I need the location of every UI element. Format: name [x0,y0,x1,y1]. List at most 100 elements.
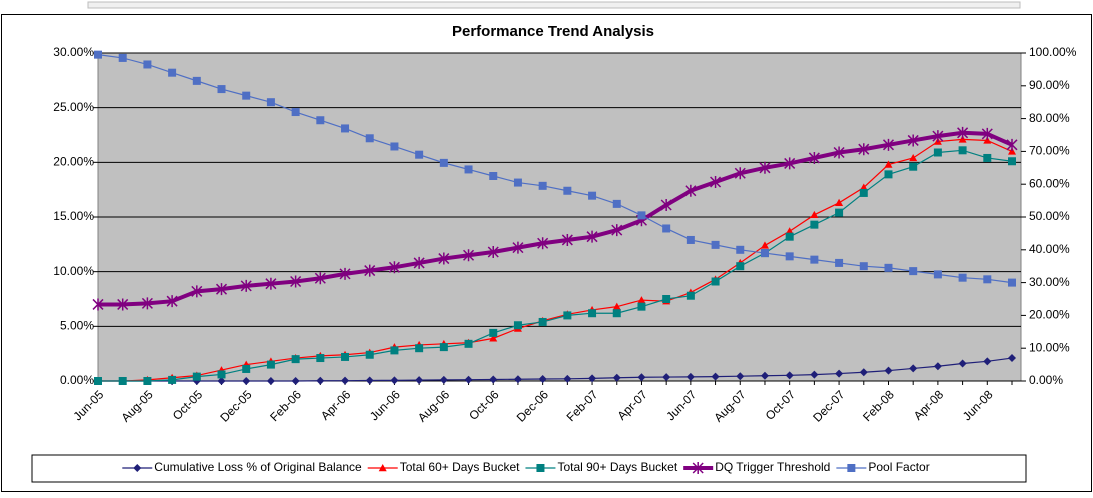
marker [810,220,819,229]
y-tick-label: 5.00% [60,319,94,333]
marker [711,277,720,286]
marker [291,355,300,364]
marker [316,116,325,125]
series-line [98,130,1013,307]
marker [464,375,473,384]
marker [736,372,745,381]
marker [637,373,646,382]
legend-label: Total 90+ Days Bucket [557,460,677,474]
marker [464,165,473,174]
marker [538,375,547,384]
marker [217,85,226,94]
series-line [98,138,1013,382]
marker [983,153,992,162]
marker [314,272,326,285]
marker [388,261,400,274]
marker [933,270,942,279]
marker [847,464,856,472]
marker [266,377,275,385]
marker [513,178,522,187]
marker [265,277,277,290]
marker [464,339,473,348]
marker [413,256,425,269]
marker [365,350,374,359]
legend-label: Total 60+ Days Bucket [400,460,520,474]
legend-item: Total 60+ Days Bucket [367,460,520,474]
marker [760,241,769,249]
marker [662,224,671,233]
marker [489,172,498,180]
marker [390,376,399,385]
marker [316,354,325,363]
marker [785,227,794,235]
y2-tick-label: 90.00% [1029,78,1070,92]
top-bar [87,1,1021,9]
marker [168,375,177,384]
marker [907,134,919,147]
marker [513,375,522,384]
marker [118,377,127,385]
marker [586,230,598,243]
marker [291,108,300,117]
marker [537,237,549,250]
marker [561,233,573,246]
marker [143,60,152,69]
y-tick-label: 25.00% [53,100,94,114]
marker [859,262,868,271]
marker [810,370,819,379]
marker [983,275,992,284]
marker [365,134,374,143]
marker [217,377,226,385]
series-line [97,54,1013,284]
marker [1006,138,1018,151]
marker [785,232,794,241]
marker [463,249,475,262]
marker [217,370,226,379]
marker [94,377,102,385]
y2-tick-label: 30.00% [1029,275,1070,289]
marker [365,376,374,385]
marker [143,377,152,385]
marker [859,188,868,197]
marker [660,198,672,211]
marker [513,321,522,330]
marker [612,309,621,318]
marker [415,150,424,159]
marker [92,298,104,311]
marker [341,352,350,361]
marker [957,126,969,139]
series-line [98,149,1013,382]
marker [512,241,524,254]
marker [981,127,993,140]
marker [884,160,893,168]
marker [192,372,201,381]
marker [909,162,918,171]
marker [415,344,424,353]
y-tick-label: 20.00% [53,155,94,169]
marker [983,357,992,366]
marker [859,183,868,191]
marker [563,311,572,320]
marker [958,146,967,155]
marker [933,362,942,371]
marker [884,366,893,375]
marker [439,158,448,167]
marker [909,364,918,373]
marker [933,148,942,157]
marker [612,199,621,208]
marker [958,273,967,282]
marker [859,368,868,377]
marker [290,275,302,288]
marker [242,377,251,385]
marker [341,124,350,133]
marker [266,360,275,369]
marker [439,343,448,352]
marker [242,91,251,100]
marker [858,143,870,156]
legend-item: Total 90+ Days Bucket [525,460,678,474]
marker [932,130,944,143]
marker [538,181,547,190]
y-tick-label: 10.00% [53,264,94,278]
y-tick-label: 30.00% [53,45,94,59]
marker [958,359,967,368]
